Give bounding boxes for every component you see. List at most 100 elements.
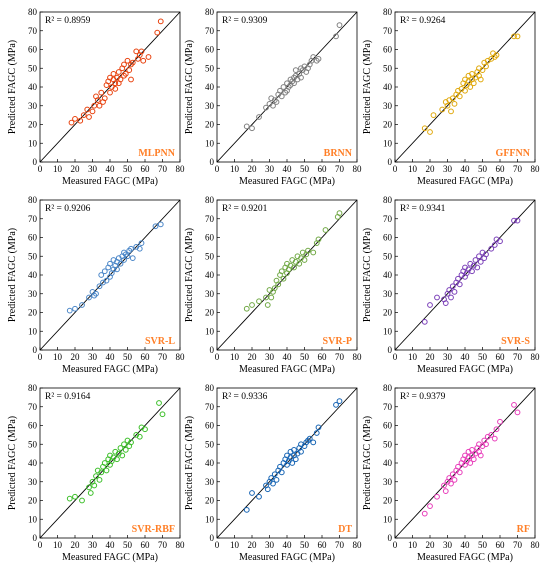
data-point	[103, 277, 110, 284]
x-tick-label: 40	[106, 164, 116, 174]
data-point	[442, 300, 449, 307]
data-point	[270, 102, 276, 109]
data-point	[157, 221, 164, 228]
x-tick-label: 0	[215, 540, 220, 550]
data-point	[157, 18, 164, 25]
x-tick-label: 50	[478, 164, 488, 174]
x-tick-label: 50	[123, 540, 133, 550]
data-point	[256, 298, 262, 305]
y-tick-label: 30	[205, 289, 215, 299]
x-axis-title: Measured FAGC (MPa)	[239, 364, 335, 375]
x-axis-title: Measured FAGC (MPa)	[417, 552, 513, 563]
data-point	[467, 84, 474, 90]
data-point	[243, 305, 250, 312]
y-tick-label: 0	[33, 345, 38, 355]
data-point	[493, 426, 500, 433]
y-tick-label: 10	[383, 138, 393, 148]
data-point	[497, 238, 503, 245]
data-point	[292, 456, 299, 463]
data-point	[138, 240, 145, 247]
y-tick-label: 20	[205, 308, 215, 318]
data-point	[427, 503, 433, 510]
data-point	[86, 294, 92, 301]
panel-svr-p: 0 10 20 30 40 50 60 70 80 0 10 20 30 40 50 60 70 80 R² = 0…	[184, 195, 362, 375]
x-tick-label: 80	[176, 352, 186, 362]
model-label: SVR-S	[501, 336, 530, 347]
y-tick-label: 10	[205, 326, 215, 336]
data-point	[138, 48, 145, 55]
data-point	[117, 260, 124, 267]
y-tick-label: 60	[205, 421, 215, 431]
x-axis-title: Measured FAGC (MPa)	[62, 176, 158, 187]
x-tick-label: 60	[318, 164, 328, 174]
data-point	[80, 112, 87, 119]
data-point	[421, 318, 428, 325]
data-point	[86, 114, 92, 120]
data-point	[119, 452, 126, 459]
x-tick-label: 0	[393, 540, 398, 550]
y-tick-label: 80	[205, 195, 215, 205]
data-point	[122, 70, 129, 77]
data-point	[145, 54, 152, 60]
x-tick-label: 30	[443, 352, 453, 362]
data-point	[456, 93, 463, 100]
y-tick-label: 40	[205, 458, 215, 468]
x-tick-label: 80	[531, 164, 541, 174]
data-point	[444, 102, 451, 109]
data-point	[79, 302, 85, 308]
y-tick-label: 40	[205, 82, 215, 92]
x-tick-label: 50	[478, 540, 488, 550]
data-point	[322, 227, 329, 233]
x-tick-label: 60	[318, 352, 328, 362]
x-tick-label: 60	[318, 540, 328, 550]
y-tick-label: 50	[28, 251, 38, 261]
data-point	[273, 476, 280, 483]
data-point	[263, 104, 269, 111]
x-tick-label: 80	[353, 540, 363, 550]
x-tick-label: 30	[443, 540, 453, 550]
data-point	[315, 424, 322, 431]
data-point	[472, 257, 479, 263]
data-point	[451, 476, 458, 483]
y-tick-label: 0	[388, 345, 393, 355]
r-squared-label: R² = 0.9206	[45, 204, 91, 214]
y-tick-label: 60	[383, 233, 393, 243]
data-point	[336, 22, 343, 29]
data-point	[292, 67, 299, 74]
x-tick-label: 10	[53, 164, 63, 174]
data-point	[427, 302, 433, 308]
data-point	[514, 217, 521, 224]
x-tick-label: 20	[426, 540, 436, 550]
y-tick-label: 10	[28, 514, 38, 524]
identity-line	[216, 11, 358, 163]
data-point	[427, 129, 433, 135]
data-point	[91, 482, 98, 489]
model-label: GFFNN	[496, 148, 531, 159]
data-point	[72, 493, 78, 500]
data-point	[243, 506, 250, 513]
data-point	[112, 85, 119, 92]
x-tick-label: 0	[393, 164, 398, 174]
x-tick-label: 0	[215, 352, 220, 362]
y-tick-label: 50	[28, 439, 38, 449]
data-point	[483, 63, 489, 70]
data-point	[310, 439, 317, 446]
data-point	[268, 294, 275, 301]
y-tick-label: 50	[205, 63, 215, 73]
data-point	[103, 467, 110, 474]
y-tick-label: 80	[205, 383, 215, 393]
panel-dt: 0 10 20 30 40 50 60 70 80 0 10 20 30 40 50 60 70 80 R² = 0…	[184, 383, 362, 563]
x-tick-label: 30	[88, 540, 98, 550]
data-point	[451, 288, 458, 295]
x-tick-label: 50	[300, 164, 310, 174]
y-axis-title: Predicted FAGC (MPa)	[7, 40, 18, 134]
data-point	[333, 401, 339, 408]
data-point	[129, 59, 136, 66]
data-point	[278, 268, 285, 275]
x-tick-label: 20	[248, 540, 258, 550]
x-tick-label: 30	[88, 352, 98, 362]
y-tick-label: 20	[28, 308, 38, 318]
data-point	[270, 480, 276, 487]
y-tick-label: 50	[383, 439, 393, 449]
x-tick-label: 50	[123, 164, 133, 174]
